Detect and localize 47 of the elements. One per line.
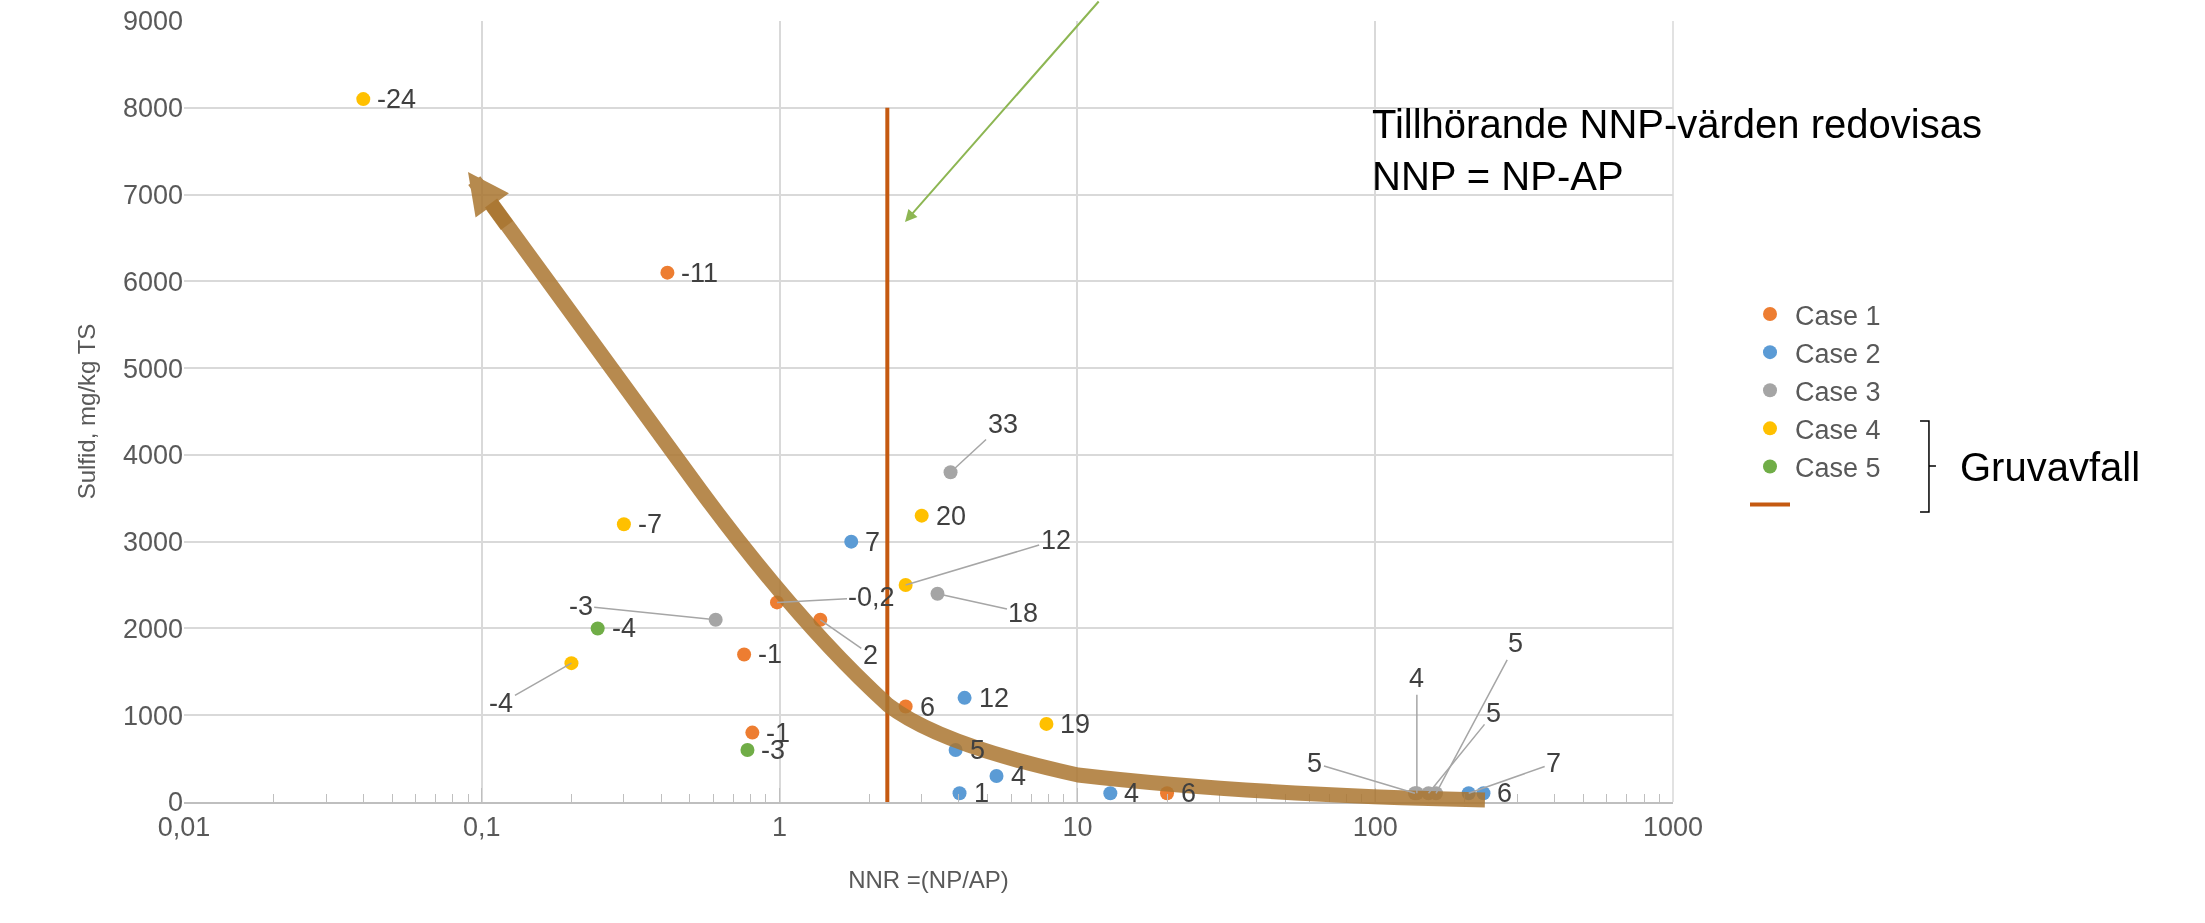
annotation: -4	[489, 688, 514, 718]
y-tick-label: 8000	[122, 93, 183, 124]
annotation: 6	[1497, 778, 1513, 808]
annotation: -1	[758, 639, 783, 669]
annotation: 1	[974, 778, 990, 808]
annotation: 2	[863, 640, 879, 670]
annotation: 5	[1307, 748, 1323, 778]
legend-label: Case 3	[1795, 376, 1881, 407]
annotation: 18	[1008, 598, 1039, 628]
annotation: 5	[1508, 628, 1524, 658]
annotation: -3	[569, 591, 594, 621]
x-tick-label: 1	[772, 812, 788, 843]
annotation: 12	[979, 683, 1010, 713]
annotation: 7	[865, 527, 881, 557]
annotation: 7	[1546, 748, 1562, 778]
x-tick-label: 1000	[1642, 812, 1704, 843]
x-tick-label: 0,1	[463, 812, 501, 843]
annotation: 19	[1060, 709, 1091, 739]
annotation: 12	[1041, 525, 1072, 555]
y-tick-label: 9000	[122, 6, 183, 37]
y-tick-label: 4000	[122, 440, 183, 471]
y-tick-label: 5000	[122, 353, 183, 384]
annotation: 33	[988, 409, 1019, 439]
legend-label: Case 5	[1795, 452, 1881, 483]
y-axis-title: Sulfid, mg/kg TS	[73, 323, 101, 500]
annotation: 4	[1409, 663, 1425, 693]
annotation: 20	[936, 501, 967, 531]
annotation: Tillhörande NNP-värden redovisas NNP = NP-AP	[1372, 102, 1982, 198]
y-tick-label: 1000	[122, 700, 183, 731]
x-tick-label: 100	[1352, 812, 1398, 843]
annotation: -7	[638, 509, 663, 539]
y-tick-label: 2000	[122, 613, 183, 644]
x-tick-label: 10	[1062, 812, 1093, 843]
text: Gruvavfall	[1960, 445, 2141, 489]
y-tick-label: 3000	[122, 527, 183, 558]
legend-label: Case 4	[1795, 414, 1881, 445]
annotation: -11	[681, 258, 719, 288]
y-tick-label: 6000	[122, 266, 183, 297]
annotation: 5	[1486, 698, 1502, 728]
y-tick-label: 7000	[122, 180, 183, 211]
annotation: 4	[1011, 761, 1027, 791]
legend-label: Case 1	[1795, 300, 1881, 331]
annotation: 6	[920, 692, 936, 722]
x-axis-title: NNR =(NP/AP)	[848, 866, 1009, 894]
legend-label: Case 2	[1795, 338, 1881, 369]
annotation: -4	[612, 613, 637, 643]
annotation: -24	[377, 84, 417, 114]
